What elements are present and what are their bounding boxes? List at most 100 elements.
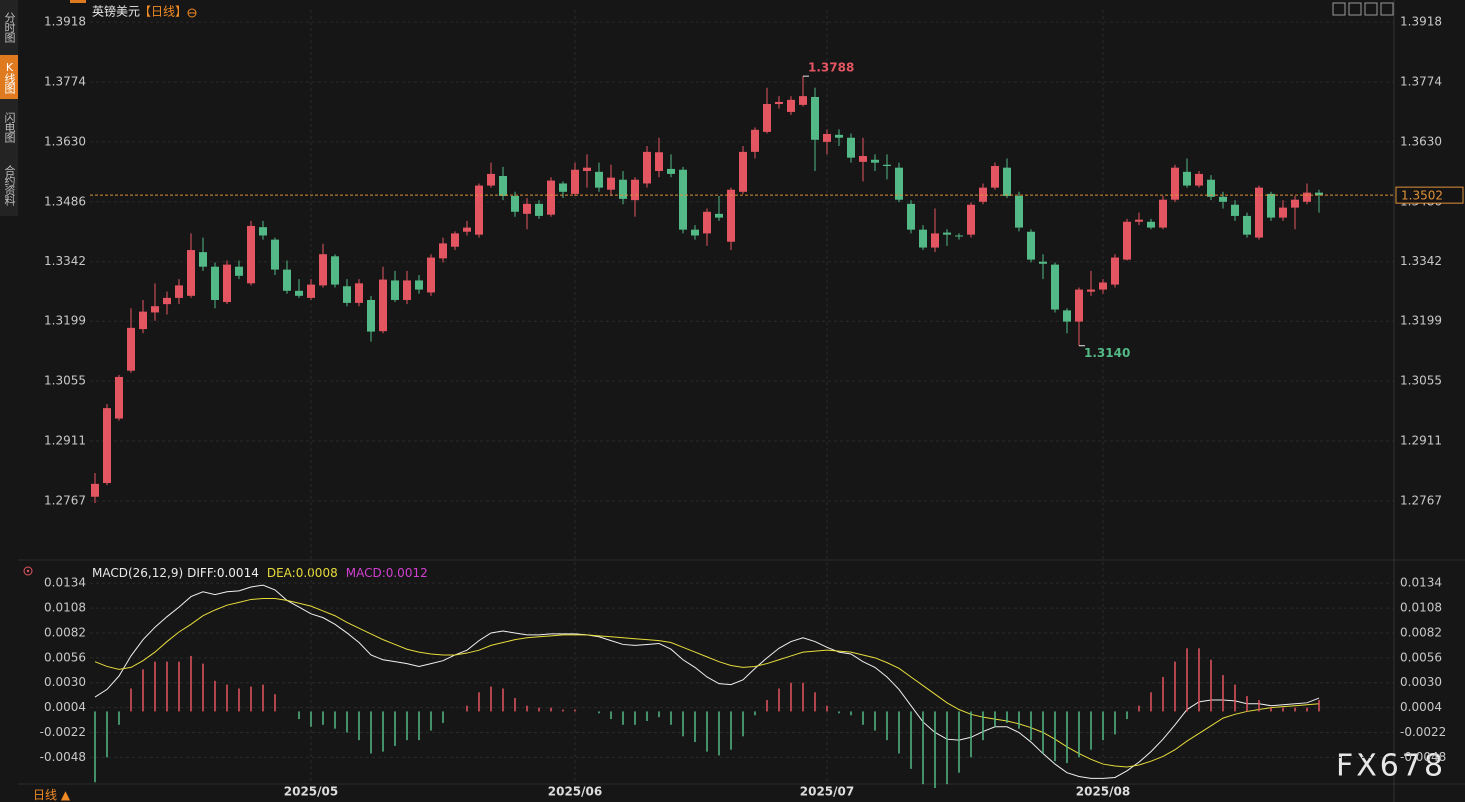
period-button[interactable]: 日线 ▲ bbox=[33, 788, 71, 802]
candle-body bbox=[187, 250, 195, 296]
candle-body bbox=[1183, 171, 1191, 186]
candle-body bbox=[931, 233, 939, 248]
candle-body bbox=[679, 169, 687, 230]
sidebar-tab[interactable]: 合约资料 bbox=[3, 165, 16, 205]
candle-body bbox=[1015, 195, 1023, 228]
candle-body bbox=[991, 166, 999, 188]
candle-body bbox=[355, 283, 363, 303]
tool-button[interactable] bbox=[1364, 2, 1378, 16]
candle-body bbox=[415, 280, 423, 290]
candle-body bbox=[283, 269, 291, 291]
tool-button[interactable] bbox=[1332, 2, 1346, 16]
candle-body bbox=[427, 257, 435, 293]
y-tick-label: 0.0108 bbox=[1400, 601, 1442, 615]
candle-body bbox=[1315, 192, 1323, 196]
indicator-line bbox=[94, 584, 1320, 779]
candle-body bbox=[379, 279, 387, 332]
candle-body bbox=[319, 254, 327, 286]
chart-subtitle: 【日线】 bbox=[139, 5, 187, 19]
candle-body bbox=[751, 129, 759, 152]
legend-value: 0.0008 bbox=[296, 566, 338, 580]
tool-button[interactable] bbox=[1380, 2, 1394, 16]
sidebar-tab[interactable]: 闪电图 bbox=[3, 112, 16, 142]
candle-body bbox=[523, 203, 531, 214]
y-tick-label: 1.3486 bbox=[44, 194, 86, 208]
x-tick-label: 2025/05 bbox=[284, 785, 338, 799]
x-tick-label: 2025/06 bbox=[548, 785, 602, 799]
y-tick-label: 0.0056 bbox=[44, 650, 86, 664]
y-tick-label: 0.0056 bbox=[1400, 650, 1442, 664]
candle-body bbox=[1123, 221, 1131, 260]
candle-body bbox=[787, 99, 795, 112]
y-tick-label: 0.0082 bbox=[1400, 625, 1442, 639]
y-tick-label: 1.3918 bbox=[44, 15, 86, 29]
candle-body bbox=[295, 290, 303, 296]
candle-body bbox=[871, 159, 879, 163]
candle-body bbox=[139, 311, 147, 330]
legend-name: MACD: bbox=[346, 566, 386, 580]
candle-body bbox=[115, 376, 123, 419]
candle-body bbox=[343, 286, 351, 303]
y-tick-label: 1.2767 bbox=[44, 493, 86, 507]
legend-value: 0.0014 bbox=[217, 566, 259, 580]
candle-body bbox=[475, 185, 483, 235]
candle-body bbox=[307, 284, 315, 298]
y-tick-label: 0.0030 bbox=[1400, 675, 1442, 689]
candle-body bbox=[235, 266, 243, 276]
candle-body bbox=[271, 239, 279, 270]
candle-body bbox=[127, 327, 135, 371]
y-tick-label: -0.0048 bbox=[1400, 750, 1446, 764]
y-tick-label: 1.3630 bbox=[44, 134, 86, 148]
candle-body bbox=[883, 164, 891, 167]
candle-body bbox=[259, 227, 267, 236]
candle-body bbox=[103, 408, 111, 484]
candle-body bbox=[715, 213, 723, 218]
candle-body bbox=[775, 101, 783, 105]
y-tick-label: 1.2767 bbox=[1400, 493, 1442, 507]
candle-body bbox=[331, 256, 339, 285]
candle-body bbox=[451, 233, 459, 247]
y-tick-label: 0.0108 bbox=[44, 601, 86, 615]
sidebar-tab[interactable]: K线图 bbox=[0, 55, 18, 99]
legend-name: DIFF: bbox=[187, 566, 217, 580]
candle-body bbox=[607, 177, 615, 190]
candle-body bbox=[163, 297, 171, 305]
candle-body bbox=[655, 152, 663, 172]
candle-body bbox=[1099, 282, 1107, 290]
candle-body bbox=[559, 183, 567, 192]
y-tick-label: 0.0134 bbox=[44, 576, 86, 590]
y-tick-label: 1.3055 bbox=[1400, 374, 1442, 388]
annotation-label: 1.3140 bbox=[1084, 346, 1130, 360]
y-tick-label: 1.3774 bbox=[1400, 74, 1442, 88]
candle-body bbox=[571, 169, 579, 194]
y-tick-label: 0.0030 bbox=[44, 675, 86, 689]
candle-body bbox=[583, 167, 591, 172]
candle-body bbox=[631, 179, 639, 201]
chart-title: 英镑美元 bbox=[92, 4, 140, 19]
candle-body bbox=[1051, 264, 1059, 310]
candle-body bbox=[619, 179, 627, 199]
candle-body bbox=[175, 285, 183, 298]
candle-body bbox=[1135, 219, 1143, 222]
y-tick-label: 0.0134 bbox=[1400, 576, 1442, 590]
sidebar-tab[interactable]: 分时图 bbox=[3, 12, 16, 42]
indicator-line bbox=[94, 598, 1320, 768]
candle-body bbox=[499, 175, 507, 196]
candle-body bbox=[1303, 192, 1311, 202]
y-tick-label: -0.0048 bbox=[40, 750, 86, 764]
y-tick-label: 1.2911 bbox=[1400, 434, 1442, 448]
indicator-icon[interactable] bbox=[23, 566, 33, 576]
candle-body bbox=[859, 156, 867, 162]
candle-body bbox=[151, 306, 159, 313]
candle-body bbox=[1195, 173, 1203, 186]
candle-body bbox=[595, 171, 603, 188]
candle-body bbox=[967, 204, 975, 235]
y-tick-label: 0.0004 bbox=[44, 700, 86, 714]
candle-body bbox=[943, 232, 951, 235]
candle-body bbox=[439, 243, 447, 259]
candle-body bbox=[1267, 193, 1275, 218]
legend-name: DEA: bbox=[267, 566, 296, 580]
tool-button[interactable] bbox=[1348, 2, 1362, 16]
indicator-legend: MACD(26,12,9) DIFF:0.0014 DEA:0.0008 MACD:0… bbox=[92, 566, 428, 580]
tab-marker bbox=[70, 0, 86, 3]
